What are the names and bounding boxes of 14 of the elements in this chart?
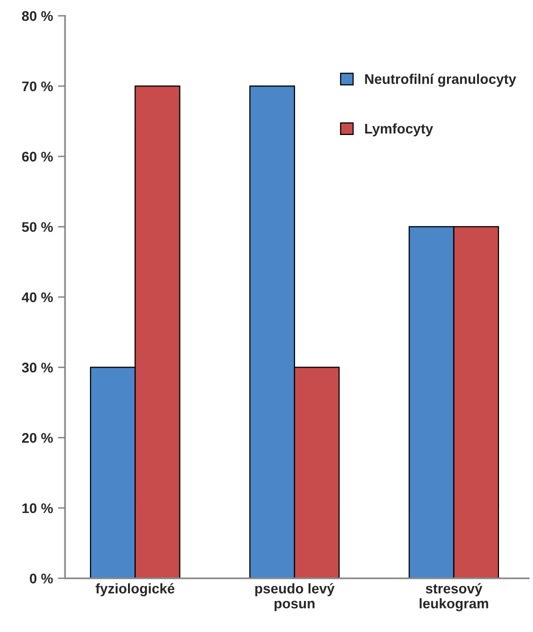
- y-tick-label: 10 %: [22, 503, 53, 514]
- y-tick-label: 50 %: [22, 222, 53, 232]
- y-tick-label: 20 %: [22, 432, 53, 443]
- y-tick-label: 0 %: [30, 574, 53, 584]
- x-tick-label: stresový leukogram: [420, 583, 488, 612]
- y-tick-label: 60 %: [22, 152, 53, 162]
- x-tick-label: fyziologické: [96, 583, 174, 596]
- legend-label: Neutrofilní granulocyty: [365, 74, 516, 87]
- y-tick-label: 30 %: [22, 362, 53, 373]
- y-tick-label: 70 %: [22, 81, 53, 92]
- legend-label: Lymfocyty: [365, 123, 434, 136]
- y-tick-label: 40 %: [22, 292, 53, 302]
- y-tick-label: 80 %: [22, 11, 53, 21]
- x-tick-label: pseudo levý posun: [255, 583, 335, 612]
